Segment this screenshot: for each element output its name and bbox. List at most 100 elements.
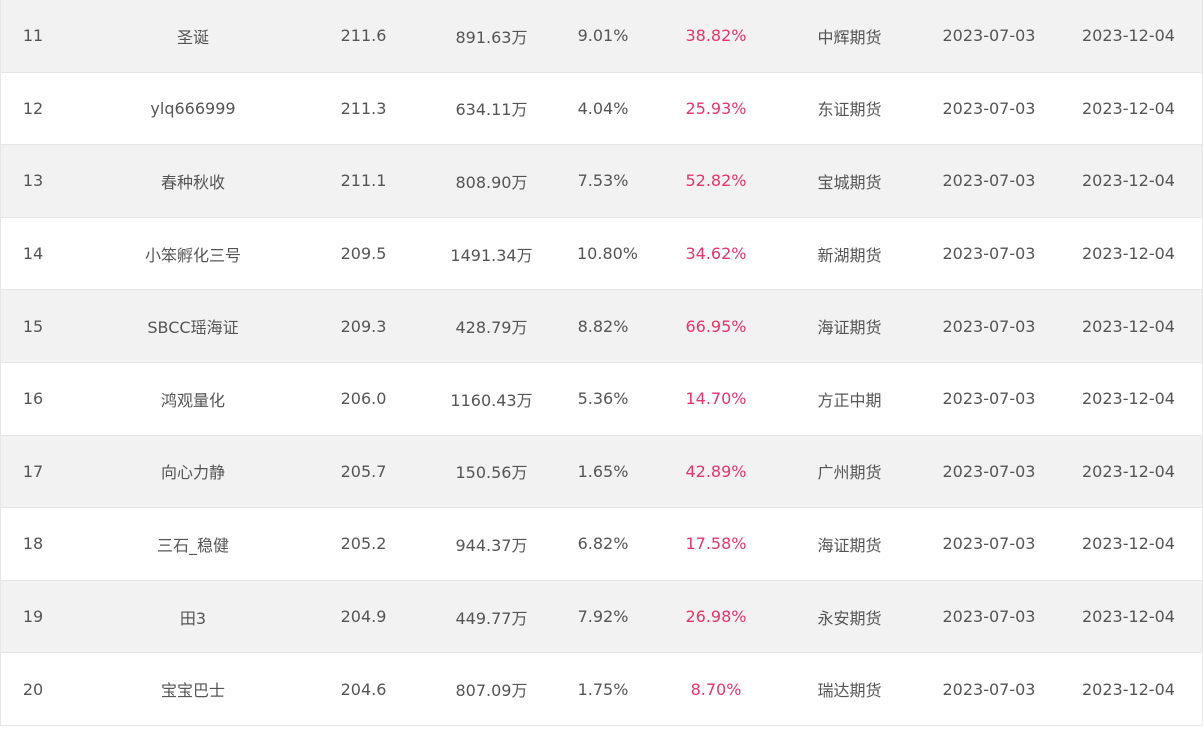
equity-cell: 1160.43万: [450, 390, 533, 410]
return-cell: 8.70%: [690, 679, 742, 699]
drawdown-cell: 1.65%: [577, 461, 629, 481]
score-cell: 211.1: [340, 171, 387, 191]
equity-cell: 150.56万: [455, 463, 528, 483]
end-date-cell: 2023-12-04: [1082, 244, 1175, 264]
start-date-cell: 2023-07-03: [942, 244, 1036, 264]
drawdown-cell: 1.75%: [577, 679, 629, 699]
end-date-cell: 2023-12-04: [1082, 679, 1175, 699]
table-row: 13 春种秋收 211.1 808.90万 7.53% 52.82% 宝城期货 …: [1, 145, 1202, 218]
equity-cell: 449.77万: [455, 608, 528, 628]
start-date-cell: 2023-07-03: [942, 98, 1036, 118]
table-row: 12 ylq666999 211.3 634.11万 4.04% 25.93% …: [1, 72, 1202, 146]
rank-cell: 16: [22, 389, 44, 409]
table-row: 16 鸿观量化 206.0 1160.43万 5.36% 14.70% 方正中期…: [1, 362, 1202, 436]
rank-cell: 19: [22, 607, 44, 627]
return-cell: 25.93%: [685, 98, 747, 118]
start-date-cell: 2023-07-03: [942, 679, 1036, 699]
broker-cell: 瑞达期货: [817, 681, 882, 701]
return-cell: 66.95%: [685, 316, 747, 336]
start-date-cell: 2023-07-03: [942, 389, 1036, 409]
table-row: 18 三石_稳健 205.2 944.37万 6.82% 17.58% 海证期货…: [1, 508, 1202, 581]
rank-cell: 15: [22, 316, 44, 336]
equity-cell: 808.90万: [455, 172, 528, 192]
score-cell: 211.6: [340, 26, 387, 46]
end-date-cell: 2023-12-04: [1082, 389, 1175, 409]
equity-cell: 891.63万: [455, 27, 528, 47]
drawdown-cell: 7.53%: [577, 171, 629, 191]
score-cell: 211.3: [340, 98, 387, 118]
return-cell: 26.98%: [685, 607, 747, 627]
table-row: 20 宝宝巴士 204.6 807.09万 1.75% 8.70% 瑞达期货 2…: [1, 653, 1202, 726]
start-date-cell: 2023-07-03: [942, 607, 1036, 627]
broker-cell: 永安期货: [817, 608, 882, 628]
broker-cell: 方正中期: [817, 390, 882, 410]
end-date-cell: 2023-12-04: [1082, 316, 1175, 336]
end-date-cell: 2023-12-04: [1082, 26, 1175, 46]
account-name-cell: SBCC瑶海证: [147, 318, 239, 338]
table-row: 14 小笨孵化三号 209.5 1491.34万 10.80% 34.62% 新…: [1, 217, 1202, 291]
return-cell: 14.70%: [685, 389, 747, 409]
start-date-cell: 2023-07-03: [942, 26, 1036, 46]
equity-cell: 944.37万: [455, 535, 528, 555]
start-date-cell: 2023-07-03: [942, 171, 1036, 191]
score-cell: 205.2: [340, 534, 387, 554]
account-name-cell: 小笨孵化三号: [144, 245, 241, 265]
table-row: 11 圣诞 211.6 891.63万 9.01% 38.82% 中辉期货 20…: [1, 0, 1202, 73]
broker-cell: 宝城期货: [817, 172, 882, 192]
broker-cell: 中辉期货: [817, 27, 882, 47]
end-date-cell: 2023-12-04: [1082, 607, 1175, 627]
start-date-cell: 2023-07-03: [942, 316, 1036, 336]
table-row: 17 向心力静 205.7 150.56万 1.65% 42.89% 广州期货 …: [1, 435, 1202, 509]
score-cell: 204.6: [340, 679, 387, 699]
return-cell: 34.62%: [685, 244, 747, 264]
score-cell: 209.5: [340, 244, 387, 264]
account-name-cell: 向心力静: [160, 463, 225, 483]
rank-cell: 13: [22, 171, 44, 191]
equity-cell: 634.11万: [455, 100, 528, 120]
equity-cell: 428.79万: [455, 318, 528, 338]
broker-cell: 新湖期货: [817, 245, 882, 265]
score-cell: 209.3: [340, 316, 387, 336]
end-date-cell: 2023-12-04: [1082, 171, 1175, 191]
rank-cell: 14: [22, 244, 44, 264]
account-name-cell: 三石_稳健: [156, 535, 229, 555]
score-cell: 204.9: [340, 607, 387, 627]
table-row: 15 SBCC瑶海证 209.3 428.79万 8.82% 66.95% 海证…: [1, 290, 1202, 363]
account-name-cell: 鸿观量化: [160, 390, 225, 410]
end-date-cell: 2023-12-04: [1082, 461, 1175, 481]
drawdown-cell: 8.82%: [577, 316, 629, 336]
end-date-cell: 2023-12-04: [1082, 534, 1175, 554]
table-row: 19 田3 204.9 449.77万 7.92% 26.98% 永安期货 20…: [1, 580, 1202, 654]
return-cell: 42.89%: [685, 461, 747, 481]
score-cell: 205.7: [340, 461, 387, 481]
drawdown-cell: 9.01%: [577, 26, 629, 46]
start-date-cell: 2023-07-03: [942, 534, 1036, 554]
rank-cell: 12: [22, 98, 44, 118]
score-cell: 206.0: [340, 389, 387, 409]
return-cell: 17.58%: [685, 534, 747, 554]
return-cell: 52.82%: [685, 171, 747, 191]
account-name-cell: ylq666999: [150, 98, 236, 118]
rank-cell: 17: [22, 461, 44, 481]
drawdown-cell: 10.80%: [577, 244, 639, 264]
account-name-cell: 圣诞: [176, 27, 209, 47]
rank-cell: 20: [22, 679, 44, 699]
account-name-cell: 春种秋收: [160, 172, 225, 192]
equity-cell: 807.09万: [455, 681, 528, 701]
drawdown-cell: 6.82%: [577, 534, 629, 554]
drawdown-cell: 5.36%: [577, 389, 629, 409]
broker-cell: 广州期货: [817, 463, 882, 483]
account-name-cell: 田3: [179, 608, 207, 628]
drawdown-cell: 7.92%: [577, 607, 629, 627]
account-name-cell: 宝宝巴士: [160, 681, 225, 701]
rank-cell: 11: [22, 26, 44, 46]
broker-cell: 海证期货: [817, 535, 882, 555]
return-cell: 38.82%: [685, 26, 747, 46]
rank-cell: 18: [22, 534, 44, 554]
drawdown-cell: 4.04%: [577, 98, 629, 118]
end-date-cell: 2023-12-04: [1082, 98, 1175, 118]
start-date-cell: 2023-07-03: [942, 461, 1036, 481]
broker-cell: 东证期货: [817, 100, 882, 120]
equity-cell: 1491.34万: [450, 245, 533, 265]
